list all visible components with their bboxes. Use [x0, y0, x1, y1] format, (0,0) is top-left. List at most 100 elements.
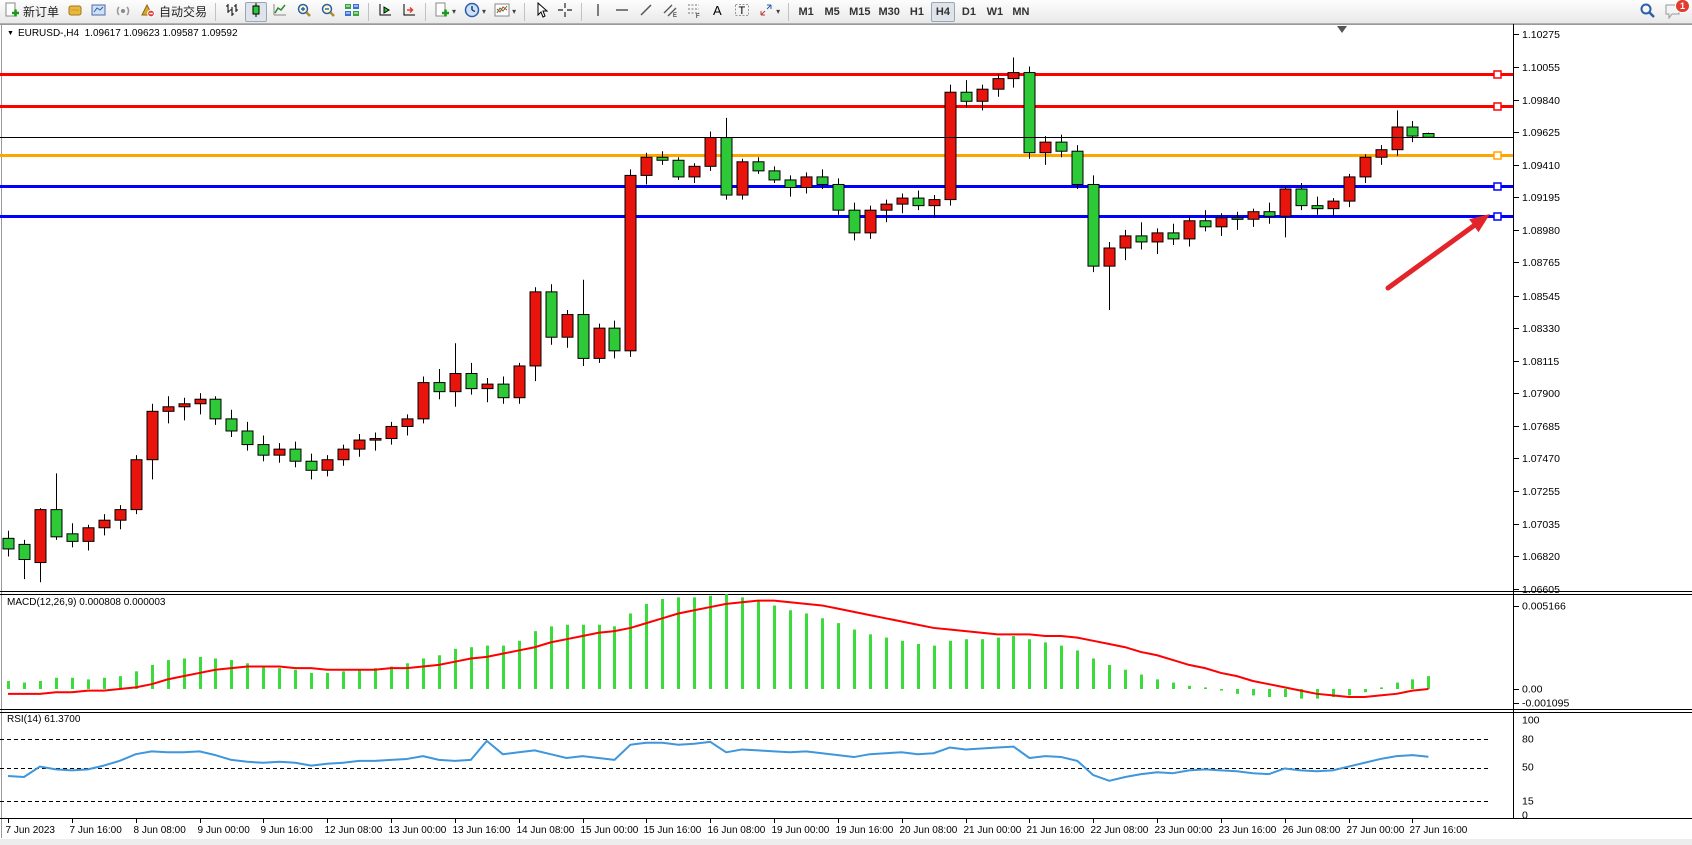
chart-shift-icon [401, 2, 417, 21]
vertical-line-tool-button[interactable] [587, 2, 609, 22]
cursor-tool-button[interactable] [530, 1, 552, 22]
channel-tool-button[interactable]: E [659, 2, 681, 22]
candle-body [752, 161, 765, 172]
trend-arrow-line[interactable] [1385, 223, 1477, 291]
candle-body [624, 174, 637, 352]
notifications-button[interactable]: 1 [1661, 0, 1690, 22]
candle-body [1406, 126, 1419, 137]
separator [215, 2, 217, 21]
search-button[interactable] [1636, 2, 1659, 22]
rsi-indicator-label: RSI(14) 61.3700 [7, 714, 81, 725]
indicators-button[interactable]: ▾ [431, 2, 459, 22]
candle-body [513, 365, 526, 399]
candle-body [1263, 211, 1276, 217]
candle-body [82, 527, 95, 542]
candle-body [1295, 188, 1308, 207]
candle-body [225, 418, 238, 432]
time-label: 26 Jun 08:00 [1283, 825, 1341, 836]
line-anchor-marker [1493, 70, 1502, 79]
new-chart-button[interactable] [88, 2, 110, 22]
rsi-scale-label: 100 [1522, 715, 1540, 727]
rsi-scale-label: 15 [1522, 796, 1534, 808]
new-order-button[interactable]: 新订单 [1, 2, 62, 22]
chart-shift-button[interactable] [398, 2, 420, 22]
chart-symbol-period: EURUSD-,H4 [17, 28, 80, 39]
time-label: 15 Jun 16:00 [644, 825, 702, 836]
price-tick-label: 1.08330 [1522, 323, 1560, 335]
candle-body [50, 509, 63, 538]
candle-body [2, 537, 15, 550]
alerts-button[interactable] [112, 2, 134, 22]
crosshair-tool-button[interactable] [554, 2, 576, 22]
zoom-in-button[interactable] [293, 2, 315, 22]
trendline-tool-button[interactable] [635, 2, 657, 22]
candle-body [529, 291, 542, 367]
time-label: 19 Jun 00:00 [772, 825, 830, 836]
candle-body [162, 406, 175, 412]
candle-body [1151, 232, 1164, 243]
timeframe-M15[interactable]: M15 [849, 5, 871, 18]
auto-trading-button[interactable]: 自动交易 [136, 2, 210, 22]
separator [581, 2, 583, 21]
candlestick-chart-button[interactable] [245, 1, 268, 22]
broadcast-icon [115, 2, 131, 21]
candle-body [209, 398, 222, 420]
candle-body [656, 156, 669, 161]
candle-body [784, 179, 797, 188]
timeframe-M5[interactable]: M5 [824, 5, 840, 18]
candle-body [1247, 211, 1260, 220]
time-label: 19 Jun 16:00 [836, 825, 894, 836]
candle-body [385, 425, 398, 440]
bar-chart-button[interactable] [221, 2, 243, 22]
market-watch-button[interactable] [64, 2, 86, 22]
horizontal-line-icon [614, 2, 630, 21]
candlestick-chart-icon [248, 2, 264, 21]
new-chart-icon [91, 2, 107, 21]
candle-body [1183, 220, 1196, 240]
candle-body [465, 373, 478, 390]
templates-button[interactable]: ▾ [491, 2, 519, 22]
rsi-line [7, 739, 1429, 782]
candle-body [816, 176, 829, 185]
separator [788, 2, 790, 21]
timeframe-MN[interactable]: MN [1012, 5, 1030, 18]
text-tool-button[interactable]: A [707, 2, 729, 22]
price-tick-label: 1.08545 [1522, 291, 1560, 303]
line-chart-button[interactable] [269, 2, 291, 22]
text-label-icon: T [734, 2, 750, 21]
candle-body [1055, 141, 1068, 152]
candle-body [321, 459, 334, 471]
candle-body [1279, 188, 1292, 217]
candle-body [449, 373, 462, 393]
timeframe-D1[interactable]: D1 [961, 5, 976, 18]
dropdown-caret-icon: ▾ [452, 7, 457, 16]
auto-scroll-button[interactable] [374, 2, 396, 22]
timeframe-W1[interactable]: W1 [986, 5, 1004, 18]
price-tick-label: 1.07255 [1522, 486, 1560, 498]
arrows-tool-button[interactable]: ▾ [755, 2, 783, 22]
fibonacci-tool-button[interactable]: F [683, 2, 705, 22]
one-click-trading-collapse-icon[interactable]: ▼ [7, 30, 14, 37]
candle-body [1007, 72, 1020, 80]
timeframe-H1[interactable]: H1 [909, 5, 924, 18]
chart-shift-marker[interactable] [1337, 26, 1347, 33]
tile-windows-button[interactable] [341, 2, 363, 22]
zoom-out-button[interactable] [317, 2, 339, 22]
periods-button[interactable]: ▾ [461, 2, 489, 22]
price-tick-label: 1.09410 [1522, 160, 1560, 172]
timeframe-M1[interactable]: M1 [798, 5, 814, 18]
trend-arrow-head[interactable] [1469, 214, 1490, 233]
horizontal-line-tool-button[interactable] [611, 2, 633, 22]
candle-body [273, 448, 286, 456]
line-anchor-marker [1493, 151, 1502, 160]
candle-body [1327, 200, 1340, 210]
candle-body [1167, 232, 1180, 240]
chart-ohlc-values: 1.09617 1.09623 1.09587 1.09592 [84, 28, 238, 39]
timeframe-M30[interactable]: M30 [878, 5, 900, 18]
timeframe-H4[interactable]: H4 [930, 1, 955, 22]
vertical-line-icon [590, 2, 606, 21]
time-label: 7 Jun 2023 [6, 825, 56, 836]
text-label-tool-button[interactable]: T [731, 2, 753, 22]
candle-body [433, 382, 446, 393]
